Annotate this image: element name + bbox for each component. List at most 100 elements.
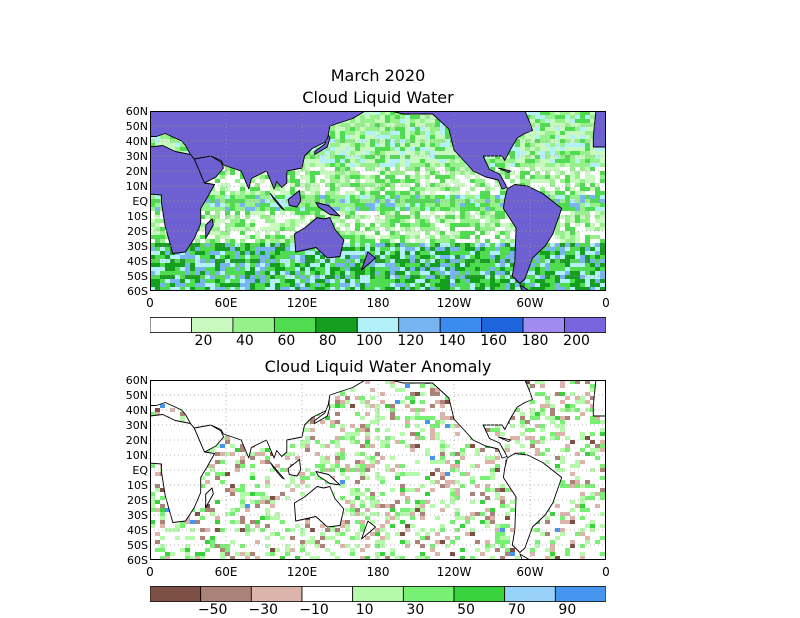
land-namerica [390, 380, 533, 459]
land-newguinea [315, 471, 341, 486]
lon-label: 0 [146, 565, 154, 579]
land-sumatra [269, 193, 285, 211]
land-nz [361, 251, 376, 271]
land-samerica [502, 184, 563, 284]
lat-label: 10N [125, 180, 148, 193]
lon-label: 120E [286, 565, 318, 579]
colorbar-label: 160 [480, 333, 507, 349]
colorbar-swatch [453, 586, 506, 602]
lat-label: 40N [125, 404, 148, 417]
colorbar-label: 100 [355, 333, 383, 349]
lon-label: 0 [602, 296, 610, 310]
lon-label: 180 [366, 565, 390, 579]
land-eurwest [592, 380, 606, 417]
lat-label: 20N [125, 434, 148, 447]
panel-2-title: Cloud Liquid Water Anomaly [264, 357, 492, 376]
colorbar-swatch [356, 317, 400, 333]
colorbar-swatch [315, 317, 358, 333]
colorbar-swatch [504, 586, 556, 602]
map-frame [150, 111, 606, 291]
land-eurwest [592, 111, 606, 148]
lat-label: 10N [125, 449, 148, 462]
lat-label: 10S [127, 210, 148, 223]
colorbar-swatch [481, 317, 524, 333]
lon-label: 0 [602, 565, 610, 579]
colorbar-label: −30 [248, 602, 279, 618]
lat-label: 20S [127, 225, 148, 238]
lon-label: 120W [436, 565, 472, 579]
colorbar-swatch [150, 586, 202, 602]
colorbar-label: 180 [521, 333, 549, 349]
colorbar-swatch [352, 586, 404, 602]
lon-label: 120E [286, 296, 318, 310]
land-japan [314, 134, 331, 155]
lon-label: 60W [516, 296, 544, 310]
lon-label: 60E [214, 296, 238, 310]
land-namerica [390, 111, 533, 190]
colorbar-label: 20 [194, 333, 213, 349]
land-nz [361, 520, 376, 540]
land-cuba [497, 436, 512, 442]
lat-label: 10S [127, 479, 148, 492]
lon-label: 0 [146, 296, 154, 310]
land-madagascar [205, 487, 214, 508]
land-sumatra [269, 462, 285, 480]
colorbar-swatch [522, 317, 565, 333]
colorbar-label: 120 [397, 333, 425, 349]
land-australia [293, 217, 345, 259]
land-japan [314, 403, 331, 424]
colorbar-label: 200 [563, 333, 590, 349]
colorbar-swatch [200, 586, 252, 602]
colorbar-anomaly [150, 586, 606, 602]
colorbar-label: 80 [318, 333, 337, 349]
land-australia [293, 486, 345, 528]
lat-label: 50N [125, 389, 148, 402]
colorbar-swatch [250, 586, 303, 602]
lat-label: 60S [127, 285, 148, 298]
colorbar-label: 50 [457, 602, 475, 618]
lat-label: EQ [132, 195, 148, 208]
colorbar-swatch [402, 586, 455, 602]
colorbar-swatch [439, 317, 483, 333]
colorbar-label: −10 [299, 602, 329, 618]
land-newguinea [315, 202, 341, 217]
colorbar-label: 40 [235, 333, 254, 349]
land-mask-layer [150, 111, 606, 291]
land-borneo [287, 190, 302, 208]
colorbar-swatch [554, 586, 606, 602]
cloud-liquid-water-anomaly-map [150, 380, 606, 560]
colorbar-label: −50 [197, 602, 228, 618]
cloud-liquid-water-map [150, 111, 606, 291]
land-antarctic-pen [519, 553, 531, 560]
coastline-layer [150, 380, 606, 560]
colorbar-swatch [150, 317, 192, 333]
colorbar-label: 140 [438, 333, 466, 349]
lat-label: 30S [127, 509, 148, 522]
lat-label: 30N [125, 419, 148, 432]
land-antarctic-pen [519, 284, 531, 291]
colorbar-swatch [564, 317, 606, 333]
land-samerica [502, 453, 563, 553]
colorbar-swatch [273, 317, 317, 333]
colorbar-label: 10 [355, 602, 374, 618]
colorbar-label: 60 [277, 333, 296, 349]
colorbar-label: 30 [406, 602, 425, 618]
lat-label: 60N [125, 105, 148, 118]
colorbar-label: 90 [558, 602, 577, 618]
panel-1-title: Cloud Liquid Water [302, 88, 454, 107]
colorbar-swatch [232, 317, 275, 333]
colorbar-swatch [301, 586, 354, 602]
land-madagascar [205, 218, 214, 239]
lat-label: 60N [125, 374, 148, 387]
lon-label: 60E [214, 565, 238, 579]
colorbar-cloud-liquid-water [150, 317, 606, 333]
colorbar-swatch [398, 317, 441, 333]
map-frame-2 [150, 380, 606, 560]
lat-label: 30S [127, 240, 148, 253]
lat-label: 30N [125, 150, 148, 163]
lat-label: 50S [127, 539, 148, 552]
lat-label: 50N [125, 120, 148, 133]
graticule-layer [150, 111, 606, 291]
land-cuba [497, 167, 512, 173]
lon-label: 60W [516, 565, 544, 579]
